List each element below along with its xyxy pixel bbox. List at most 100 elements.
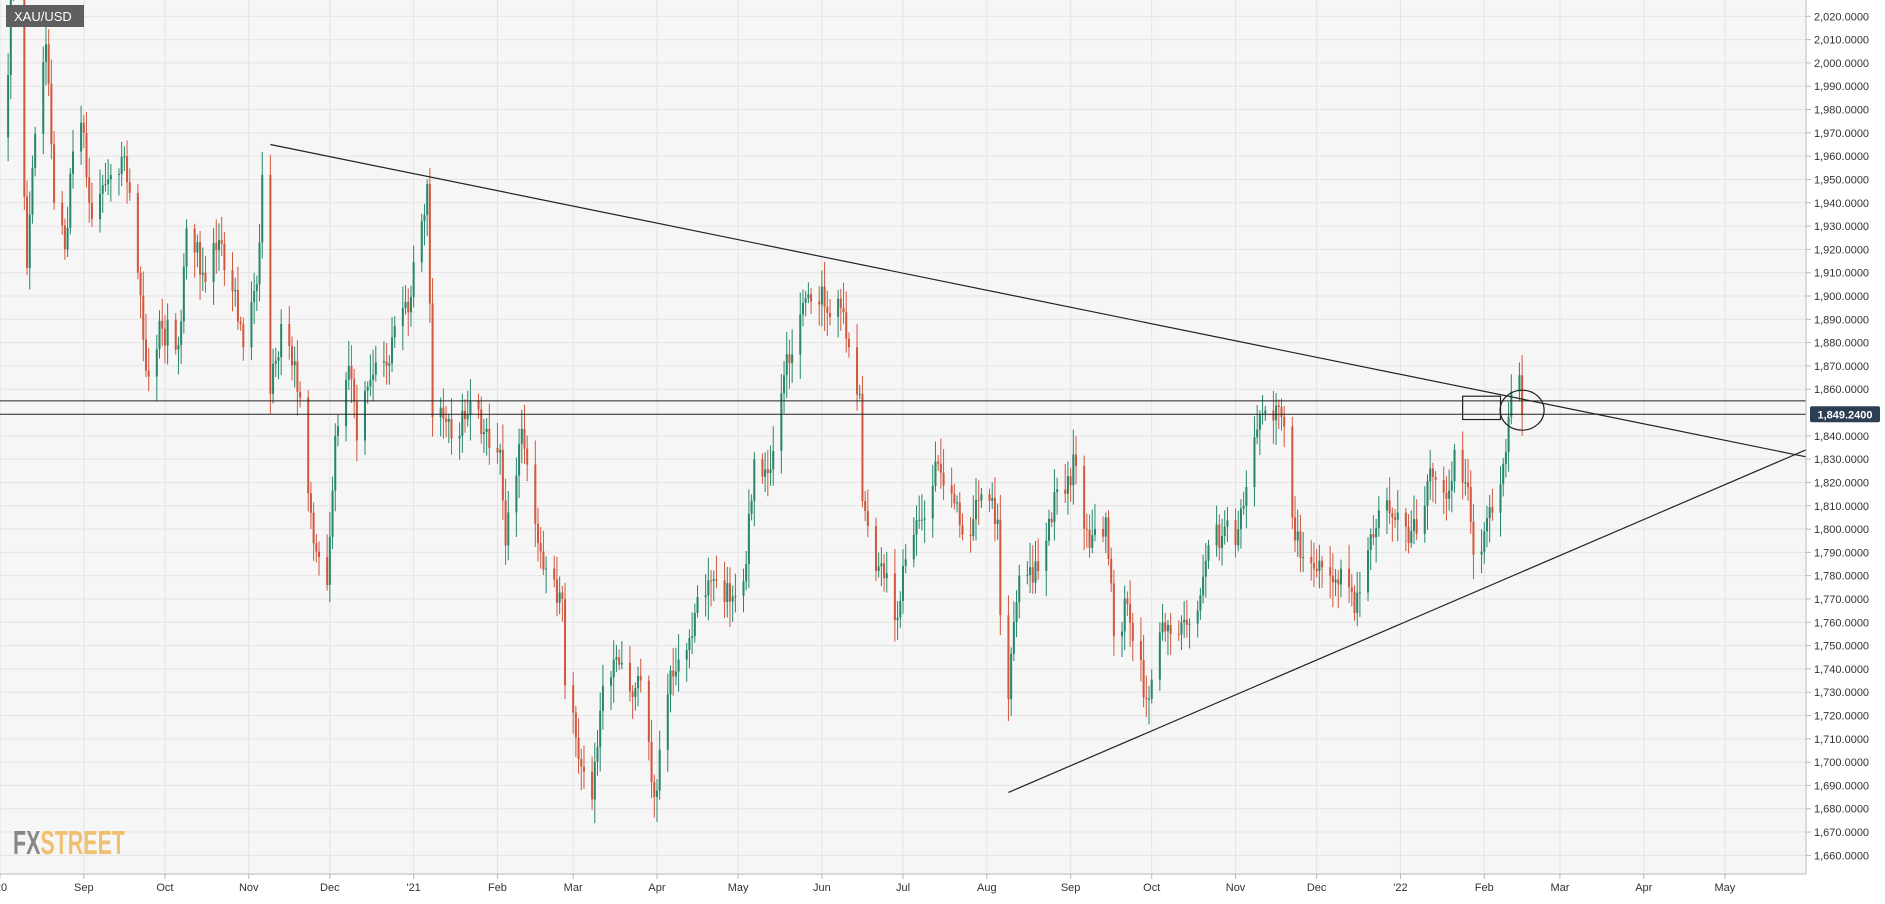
candle-body (1223, 526, 1226, 537)
candle-body (734, 595, 737, 597)
trendline-drawings[interactable] (0, 143, 1807, 793)
candle (326, 534, 329, 591)
candle-body (972, 519, 975, 537)
price-tick-label: 1,970.0000 (1814, 128, 1869, 140)
candle (1331, 553, 1334, 608)
candle-body (1112, 583, 1115, 637)
time-tick-label: Nov (1226, 882, 1246, 894)
candle-body (1256, 429, 1259, 438)
candle (220, 216, 223, 257)
candle (204, 255, 207, 293)
candle-body (1442, 479, 1445, 493)
candle (915, 505, 918, 556)
candle-body (1491, 507, 1494, 513)
candle-body (331, 490, 334, 537)
candle-body (1026, 574, 1029, 576)
descending-resistance-trendline[interactable] (270, 143, 1807, 458)
price-tick-label: 1,940.0000 (1814, 198, 1869, 210)
candle (34, 126, 37, 177)
candle-body (144, 339, 148, 371)
candle-body (861, 393, 864, 502)
candle-body (66, 227, 69, 250)
symbol-label-text: XAU/USD (14, 9, 72, 24)
candle-body (204, 272, 207, 283)
candle-body (109, 174, 112, 180)
candle-body (934, 461, 937, 486)
candle (426, 179, 429, 237)
candle-body (520, 428, 523, 445)
candle-body (688, 638, 691, 651)
candle-body (120, 156, 123, 174)
candle (488, 403, 491, 465)
candle-body (523, 428, 526, 449)
candle (193, 223, 196, 278)
candle (66, 206, 69, 258)
candle-body (1131, 622, 1134, 641)
candle-body (1469, 487, 1472, 522)
ellipse-annotation[interactable] (1499, 389, 1545, 431)
candle-body (904, 559, 907, 566)
candle-body (826, 306, 829, 313)
candle (217, 223, 221, 271)
candle-body (1356, 592, 1359, 613)
candle (1315, 549, 1318, 578)
price-tick-label: 1,990.0000 (1814, 81, 1869, 93)
candle (620, 641, 623, 670)
price-tick-label: 1,930.0000 (1814, 221, 1869, 233)
candle (783, 360, 786, 414)
candle (466, 390, 469, 427)
candle-body (842, 307, 845, 313)
time-axis[interactable]: '20 Sep Oct Nov Dec '21 Feb Mar Apr May Jun Jul Aug S… (0, 874, 1736, 894)
candle (1110, 547, 1113, 592)
candle-body (558, 592, 561, 603)
candle-body (1093, 528, 1096, 535)
candle (1407, 514, 1410, 554)
price-tick-label: 1,890.0000 (1814, 314, 1869, 326)
candle (136, 184, 139, 280)
candle-body (1218, 524, 1221, 548)
candle (1085, 513, 1088, 549)
candle-body (1015, 602, 1018, 623)
candle (520, 409, 523, 464)
candle (1069, 467, 1072, 502)
candle (117, 168, 120, 196)
time-tick-label: Sep (1061, 882, 1081, 894)
candle-body (731, 596, 734, 602)
candle (101, 174, 104, 213)
candle (723, 561, 726, 619)
candle (612, 640, 615, 703)
candle-body (1107, 517, 1110, 559)
price-tick-label: 1,950.0000 (1814, 174, 1869, 186)
candle-body (63, 225, 66, 250)
candle (993, 477, 996, 542)
candle-body (788, 354, 791, 364)
time-tick-label: Oct (1143, 882, 1160, 894)
candle (761, 453, 764, 484)
candle (180, 309, 183, 364)
time-tick-label: May (1715, 882, 1736, 894)
candle (1450, 461, 1453, 513)
candle-body (655, 790, 658, 798)
candle (177, 336, 180, 375)
candle-body (950, 485, 953, 494)
candle (742, 568, 745, 613)
candle (215, 219, 218, 274)
candle (1518, 362, 1521, 401)
candle-body (1050, 518, 1053, 523)
ascending-support-trendline[interactable] (1008, 449, 1807, 793)
candle (147, 347, 150, 392)
candle (1388, 477, 1391, 525)
candle (996, 503, 999, 540)
price-tick-label: 1,710.0000 (1814, 734, 1869, 746)
candle (885, 551, 888, 593)
candle-body (104, 184, 107, 186)
candle-body (937, 461, 940, 464)
time-tick-label: Apr (648, 882, 665, 894)
candle (299, 381, 302, 408)
candle (420, 213, 423, 272)
candle-body (1339, 568, 1342, 585)
price-tick-label: 1,740.0000 (1814, 664, 1869, 676)
price-axis[interactable]: 2,020.0000 2,010.0000 2,000.0000 1,990.0000… (1806, 11, 1869, 862)
